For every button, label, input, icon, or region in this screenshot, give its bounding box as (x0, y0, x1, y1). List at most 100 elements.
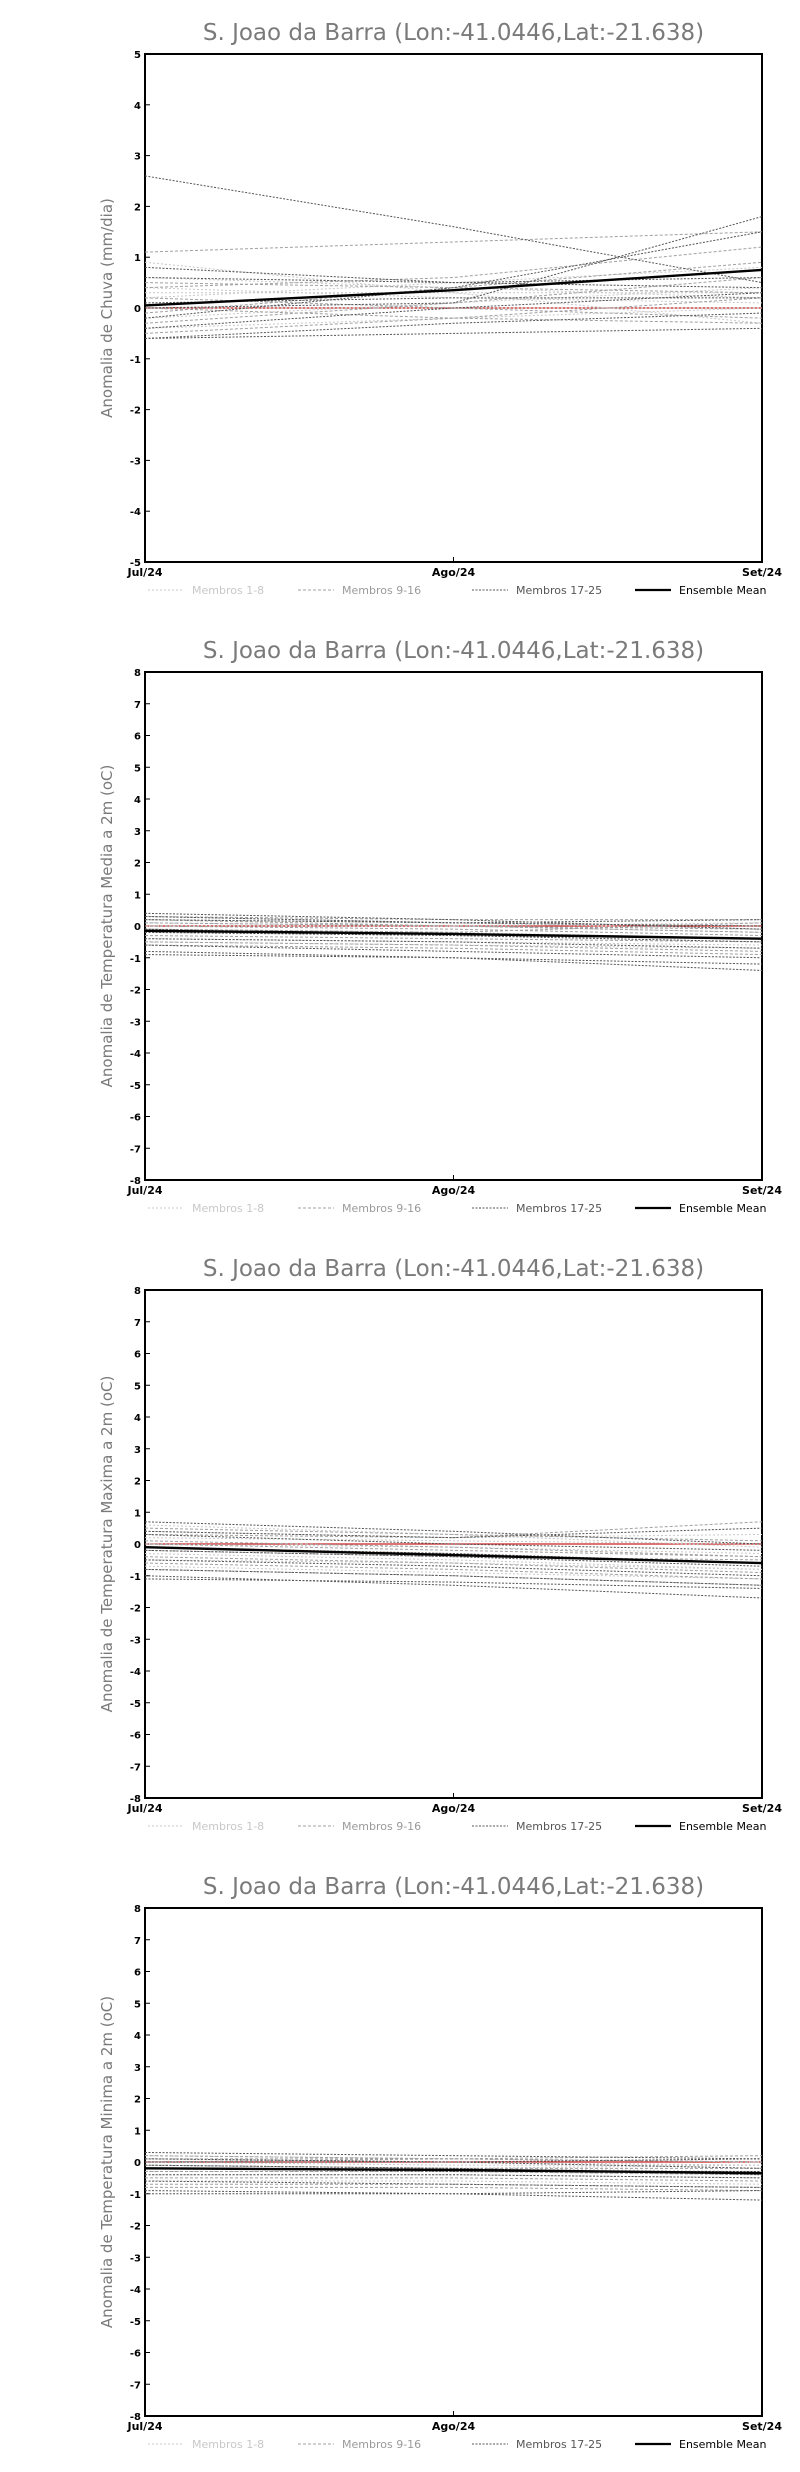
members-17-25-line-1 (144, 175, 763, 284)
x-tick-label: Jul/24 (126, 566, 162, 579)
members-9-16-line-8 (144, 2155, 763, 2163)
y-tick-label: 4 (134, 101, 141, 112)
x-tick-label: Jul/24 (126, 1802, 162, 1815)
y-tick-label: -6 (130, 1113, 141, 1124)
members-17-25-line-3 (144, 938, 763, 949)
members-1-8-line-4 (144, 1565, 763, 1580)
y-tick-label: 5 (134, 1381, 141, 1392)
y-tick-label: 0 (134, 1540, 141, 1551)
members-17-25-line-9 (144, 327, 763, 339)
chart-title: S. Joao da Barra (Lon:-41.0446,Lat:-21.6… (203, 1874, 704, 1900)
legend-label: Membros 9-16 (342, 2438, 421, 2451)
legend-item-2: Membros 9-16 (298, 1202, 421, 1215)
members-17-25-line-6 (144, 2180, 763, 2188)
ensemble-mean-line (144, 1545, 763, 1565)
members-9-16-line-7 (144, 941, 763, 952)
members-17-25-line-1 (144, 2151, 763, 2160)
y-tick-label: -7 (130, 1762, 141, 1773)
members-17-25-line-6 (144, 277, 763, 284)
y-axis-label: Anomalia de Temperatura Maxima a 2m (oC) (98, 1376, 116, 1713)
x-tick-label: Jul/24 (126, 1184, 162, 1197)
y-tick-label: 1 (134, 253, 141, 264)
legend-label: Membros 17-25 (516, 584, 602, 597)
y-tick-label: 6 (134, 1350, 141, 1361)
legend-item-4: Ensemble Mean (635, 1820, 766, 1833)
y-tick-label: -8 (130, 1176, 141, 1187)
members-1-8-line-4 (144, 941, 763, 949)
y-tick-label: -1 (130, 2190, 141, 2201)
y-tick-label: -2 (130, 1604, 141, 1615)
y-tick-label: 8 (134, 1286, 141, 1297)
members-17-25-line-1 (144, 1521, 763, 1545)
members-9-16-line-1 (144, 915, 762, 921)
y-tick-label: 1 (134, 2126, 141, 2137)
legend-label: Membros 1-8 (192, 1202, 264, 1215)
y-tick-label: 0 (134, 304, 141, 315)
x-tick-label: Ago/24 (432, 2420, 476, 2433)
ensemble-mean-line (144, 929, 763, 940)
members-17-25-line-5 (144, 231, 763, 319)
legend-label: Membros 1-8 (192, 1820, 264, 1833)
x-tick-label: Ago/24 (432, 1802, 476, 1815)
x-tick-label: Ago/24 (432, 566, 476, 579)
y-tick-label: 4 (134, 2031, 141, 2042)
members-17-25-line-3 (144, 1559, 763, 1577)
members-9-16-line-5 (144, 919, 763, 933)
y-tick-label: -1 (130, 954, 141, 965)
y-tick-label: 5 (134, 50, 141, 61)
legend-label: Membros 1-8 (192, 2438, 264, 2451)
y-tick-label: -5 (130, 1081, 141, 1092)
y-tick-label: 2 (134, 2095, 141, 2106)
y-tick-label: -5 (130, 1699, 141, 1710)
members-1-8-line-8 (144, 1559, 763, 1570)
members-17-25-line-1 (144, 912, 763, 930)
x-tick-label: Ago/24 (432, 1184, 476, 1197)
members-1-8-line-3 (144, 1537, 763, 1545)
legend-item-4: Ensemble Mean (635, 2438, 766, 2451)
y-axis-label: Anomalia de Temperatura Minima a 2m (oC) (98, 1996, 116, 2328)
legend-label: Ensemble Mean (679, 1820, 766, 1833)
members-1-8-line-1 (144, 2155, 763, 2163)
y-tick-label: -1 (130, 1572, 141, 1583)
legend-label: Membros 17-25 (516, 1202, 602, 1215)
chart-panel-4: S. Joao da Barra (Lon:-41.0446,Lat:-21.6… (98, 1874, 782, 2451)
members-17-25-line-3 (145, 2174, 763, 2179)
members-9-16-line-4 (144, 944, 763, 956)
members-1-8-line-5 (144, 277, 763, 299)
legend-item-3: Membros 17-25 (472, 584, 602, 597)
members-17-25-line-2 (144, 1575, 763, 1599)
members-9-16-line-2 (144, 935, 763, 943)
members-9-16-line-6 (145, 2171, 763, 2176)
members-9-16-line-6 (144, 922, 763, 933)
y-tick-label: 7 (134, 700, 141, 711)
members-9-16-line-2 (144, 1556, 763, 1574)
y-tick-label: -4 (130, 1667, 141, 1678)
legend-item-1: Membros 1-8 (148, 1820, 264, 1833)
members-17-25-line-6 (144, 1568, 763, 1586)
y-tick-label: -6 (130, 2349, 141, 2360)
members-1-8-line-1 (144, 1524, 763, 1548)
x-tick-label: Set/24 (742, 566, 782, 579)
chart-panel-1: S. Joao da Barra (Lon:-41.0446,Lat:-21.6… (98, 20, 782, 597)
members-1-8-line-6 (144, 928, 763, 940)
y-tick-label: -3 (130, 2253, 141, 2264)
y-tick-label: 2 (134, 1477, 141, 1488)
y-tick-label: 6 (134, 732, 141, 743)
y-tick-label: -8 (130, 2412, 141, 2423)
y-tick-label: 7 (134, 1318, 141, 1329)
members-9-16-line-7 (145, 2186, 763, 2192)
chart-title: S. Joao da Barra (Lon:-41.0446,Lat:-21.6… (203, 1256, 704, 1282)
legend-label: Ensemble Mean (679, 2438, 766, 2451)
members-17-25-line-8 (144, 2164, 763, 2176)
y-tick-label: 5 (134, 1999, 141, 2010)
x-tick-label: Set/24 (742, 1184, 782, 1197)
y-tick-label: 4 (134, 1413, 141, 1424)
y-tick-label: -2 (130, 2222, 141, 2233)
legend-label: Membros 9-16 (342, 1820, 421, 1833)
chart-panel-3: S. Joao da Barra (Lon:-41.0446,Lat:-21.6… (98, 1256, 782, 1833)
ensemble-mean-line (144, 2167, 763, 2175)
members-1-8-line-3 (144, 2161, 762, 2166)
legend-item-1: Membros 1-8 (148, 2438, 264, 2451)
y-tick-label: -8 (130, 1794, 141, 1805)
members-9-16-line-3 (144, 925, 763, 937)
